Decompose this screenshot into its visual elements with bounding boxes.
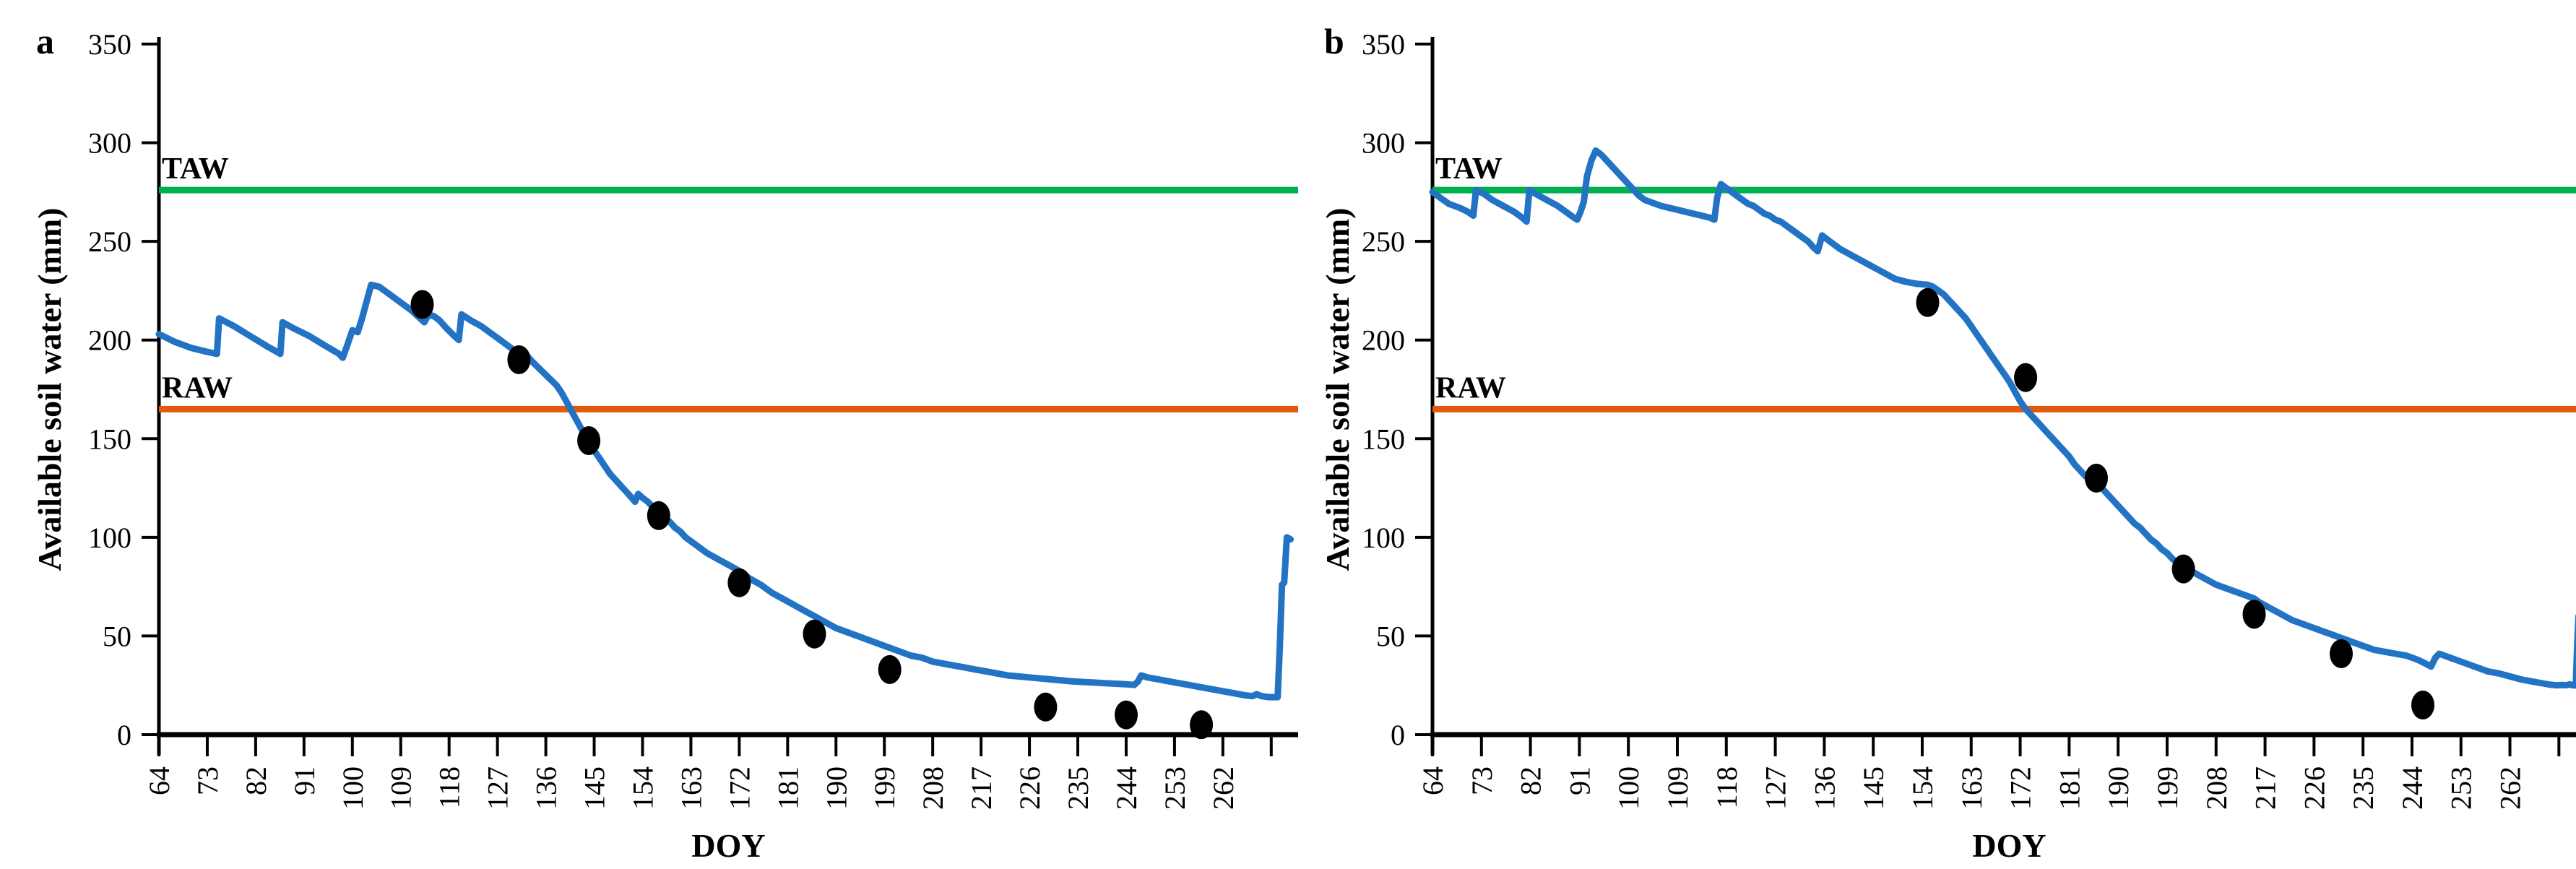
x-tick-label: 172 bbox=[723, 766, 756, 810]
observed-soil-water-dot bbox=[1034, 692, 1058, 722]
x-tick-label: 118 bbox=[1711, 766, 1743, 809]
simulated-soil-water-line bbox=[155, 281, 1295, 701]
observed-soil-water-dot bbox=[2330, 639, 2353, 668]
y-axis-title: Available soil water (mm) bbox=[1319, 208, 1356, 571]
x-axis-title: DOY bbox=[691, 827, 765, 864]
x-tick-label: 199 bbox=[2151, 766, 2184, 810]
y-tick-label: 0 bbox=[1391, 719, 1405, 751]
x-tick-label: 244 bbox=[2396, 766, 2429, 810]
x-tick-label: 208 bbox=[917, 766, 949, 810]
y-tick-label: 100 bbox=[1362, 522, 1405, 554]
y-tick-label: 200 bbox=[1362, 324, 1405, 357]
x-tick-label: 145 bbox=[1857, 766, 1890, 810]
x-tick-label: 253 bbox=[1159, 766, 1191, 810]
observed-soil-water-dot bbox=[803, 619, 826, 649]
x-tick-label: 100 bbox=[1612, 766, 1645, 810]
x-tick-label: 163 bbox=[675, 766, 707, 810]
x-tick-label: 136 bbox=[1808, 766, 1841, 810]
x-axis-title: DOY bbox=[1972, 827, 2046, 864]
x-tick-label: 100 bbox=[337, 766, 369, 810]
chart-panel-b: b 0 50 100 150 200 250 300 350 64 73 82 91 100 109 118 1… bbox=[1317, 12, 2576, 869]
simulated-soil-water-line bbox=[1429, 147, 2576, 689]
x-tick-label: 127 bbox=[1760, 766, 1792, 810]
y-tick-label: 150 bbox=[1362, 423, 1405, 455]
y-tick-label: 350 bbox=[1362, 28, 1405, 61]
soil-water-chart-b: b 0 50 100 150 200 250 300 350 64 73 82 91 100 109 118 1… bbox=[1319, 21, 2576, 864]
x-tick-label: 127 bbox=[482, 766, 514, 810]
panel-letter: a bbox=[36, 21, 54, 61]
y-tick-label: 100 bbox=[88, 522, 131, 554]
observed-soil-water-dot bbox=[2085, 463, 2108, 493]
x-tick-label: 118 bbox=[433, 766, 466, 809]
observed-soil-water-dot bbox=[2411, 691, 2434, 719]
x-tick-label: 172 bbox=[2005, 766, 2037, 810]
y-tick-label: 200 bbox=[88, 324, 131, 357]
observed-soil-water-dot bbox=[507, 345, 531, 374]
y-tick-label: 300 bbox=[88, 127, 131, 160]
observed-soil-water-dot bbox=[2171, 554, 2195, 584]
observed-soil-water-dot bbox=[1190, 710, 1214, 740]
x-tick-label: 199 bbox=[868, 766, 901, 810]
x-tick-label: 181 bbox=[771, 766, 804, 810]
x-tick-label: 217 bbox=[2249, 766, 2282, 810]
x-tick-label: 190 bbox=[2102, 766, 2135, 810]
x-tick-label: 262 bbox=[2494, 766, 2527, 810]
x-tick-label: 208 bbox=[2200, 766, 2233, 810]
y-axis-title: Available soil water (mm) bbox=[31, 208, 68, 571]
y-tick-label: 350 bbox=[88, 28, 131, 61]
observed-soil-water-dot bbox=[878, 654, 902, 684]
x-tick-label: 154 bbox=[1906, 766, 1939, 810]
x-tick-label: 235 bbox=[2347, 766, 2380, 810]
x-tick-label: 91 bbox=[1563, 766, 1596, 795]
x-tick-label: 253 bbox=[2445, 766, 2478, 810]
observed-soil-water-dot bbox=[727, 568, 751, 597]
x-tick-label: 154 bbox=[626, 766, 659, 810]
x-tick-label: 226 bbox=[1013, 766, 1046, 810]
chart-panel-a: a 0 50 100 150 200 250 300 350 64 73 82 91 100 109 118 1… bbox=[29, 12, 1317, 869]
soil-water-chart-a: a 0 50 100 150 200 250 300 350 64 73 82 91 100 109 118 1… bbox=[31, 21, 1298, 864]
x-tick-label: 136 bbox=[530, 766, 563, 810]
x-tick-label: 73 bbox=[191, 766, 224, 795]
x-tick-label: 82 bbox=[240, 766, 272, 795]
x-tick-label: 82 bbox=[1515, 766, 1547, 795]
raw-label: RAW bbox=[1435, 371, 1506, 405]
y-tick-label: 50 bbox=[1376, 620, 1405, 652]
observed-soil-water-dot bbox=[2242, 600, 2266, 629]
y-tick-label: 300 bbox=[1362, 127, 1405, 160]
y-tick-label: 50 bbox=[103, 620, 131, 652]
x-tick-label: 64 bbox=[143, 766, 176, 795]
y-tick-label: 250 bbox=[88, 225, 131, 258]
x-tick-label: 163 bbox=[1955, 766, 1988, 810]
taw-label: TAW bbox=[162, 152, 229, 186]
x-tick-label: 217 bbox=[965, 766, 998, 810]
x-tick-label: 91 bbox=[288, 766, 321, 795]
observed-soil-water-dot bbox=[1916, 287, 1940, 317]
x-tick-label: 262 bbox=[1207, 766, 1240, 810]
x-tick-label: 73 bbox=[1466, 766, 1498, 795]
observed-soil-water-dot bbox=[2014, 363, 2038, 392]
panel-letter: b bbox=[1324, 21, 1344, 61]
x-tick-label: 235 bbox=[1062, 766, 1094, 810]
x-tick-label: 244 bbox=[1110, 766, 1143, 810]
x-tick-label: 145 bbox=[579, 766, 611, 810]
x-tick-label: 181 bbox=[2053, 766, 2086, 810]
raw-label: RAW bbox=[162, 371, 233, 405]
observed-soil-water-dot bbox=[1115, 700, 1138, 730]
x-tick-label: 109 bbox=[385, 766, 418, 810]
taw-label: TAW bbox=[1435, 152, 1503, 186]
y-tick-label: 250 bbox=[1362, 225, 1405, 258]
x-tick-label: 64 bbox=[1417, 766, 1449, 795]
y-tick-label: 150 bbox=[88, 423, 131, 455]
x-tick-label: 226 bbox=[2298, 766, 2330, 810]
observed-soil-water-dot bbox=[577, 426, 601, 455]
y-tick-label: 0 bbox=[117, 719, 131, 751]
observed-soil-water-dot bbox=[647, 501, 670, 530]
observed-soil-water-dot bbox=[410, 290, 434, 319]
x-tick-label: 109 bbox=[1661, 766, 1694, 810]
x-tick-label: 190 bbox=[820, 766, 852, 810]
